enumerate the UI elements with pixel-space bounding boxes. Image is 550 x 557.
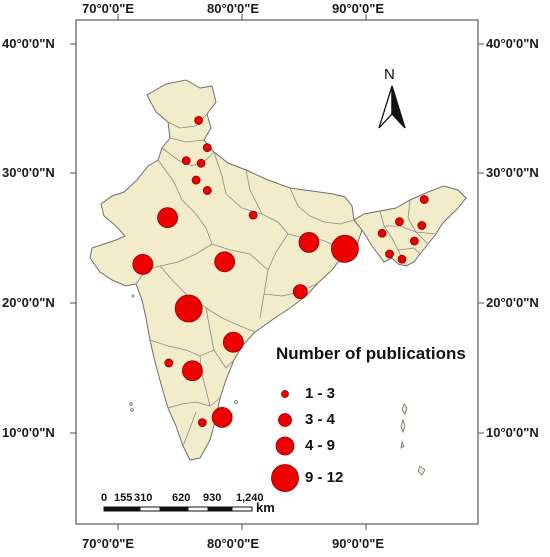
bottom-lon-label-80: 80°0'0"E (207, 536, 260, 551)
publication-marker (222, 331, 244, 353)
legend-symbol-1 (281, 390, 289, 398)
legend-symbol-3 (275, 436, 295, 456)
publication-marker (202, 143, 212, 153)
right-lat-label-20: 20°0'0"N (486, 295, 539, 310)
publication-marker (417, 221, 427, 230)
publication-marker (181, 360, 203, 382)
right-lat-label-40: 40°0'0"N (486, 36, 539, 51)
scale-label-155: 155 (114, 492, 133, 504)
legend-symbol-4 (271, 464, 299, 492)
islands (129, 294, 426, 476)
right-lat-label-10: 10°0'0"N (486, 425, 539, 440)
left-lat-label-10: 10°0'0"N (2, 425, 55, 440)
scale-unit: km (256, 500, 275, 515)
top-lon-label-90: 90°0'0"E (332, 1, 385, 16)
publication-marker (409, 236, 419, 246)
axis-ticks (70, 14, 484, 530)
publication-marker (191, 175, 201, 185)
publication-marker (157, 207, 179, 229)
scale-bar-graphic (103, 506, 253, 512)
publication-marker (174, 294, 203, 323)
north-arrow-icon (378, 85, 406, 129)
left-lat-label-40: 40°0'0"N (2, 36, 55, 51)
publication-marker (397, 254, 407, 264)
publication-marker (377, 228, 387, 238)
scale-label-1240: 1,240 (236, 492, 264, 504)
publication-marker (181, 156, 191, 166)
north-arrow-label: N (384, 66, 395, 83)
legend-title: Number of publications (276, 344, 466, 363)
right-lat-label-30: 30°0'0"N (486, 165, 539, 180)
publication-marker (385, 249, 394, 259)
legend-label-1: 1 - 3 (305, 385, 336, 402)
left-lat-label-20: 20°0'0"N (2, 295, 55, 310)
bottom-lon-label-90: 90°0'0"E (332, 536, 385, 551)
legend-symbols (271, 390, 299, 492)
publication-marker (196, 158, 206, 168)
publication-marker (194, 116, 204, 125)
publication-marker (211, 407, 233, 428)
publication-marker (331, 234, 359, 263)
publication-marker (248, 210, 258, 220)
left-lat-label-30: 30°0'0"N (2, 165, 55, 180)
legend-label-2: 3 - 4 (305, 411, 336, 428)
publication-marker (419, 195, 429, 204)
scale-label-310: 310 (134, 492, 153, 504)
top-lon-label-70: 70°0'0"E (82, 1, 135, 16)
publication-marker (202, 186, 212, 195)
publication-marker (164, 358, 174, 368)
publication-marker (132, 253, 154, 275)
publication-marker (395, 217, 404, 226)
publication-marker (214, 251, 236, 273)
scale-label-620: 620 (172, 492, 191, 504)
legend-label-3: 4 - 9 (305, 437, 336, 454)
top-lon-label-80: 80°0'0"E (207, 1, 260, 16)
scale-label-930: 930 (203, 492, 222, 504)
legend-label-4: 9 - 12 (305, 469, 344, 486)
legend-symbol-2 (278, 413, 292, 427)
publication-marker (197, 418, 207, 428)
bottom-lon-label-70: 70°0'0"E (82, 536, 135, 551)
publication-marker (298, 231, 320, 253)
publication-marker (292, 284, 308, 300)
scale-label-0: 0 (101, 492, 108, 504)
publication-markers (132, 116, 429, 428)
